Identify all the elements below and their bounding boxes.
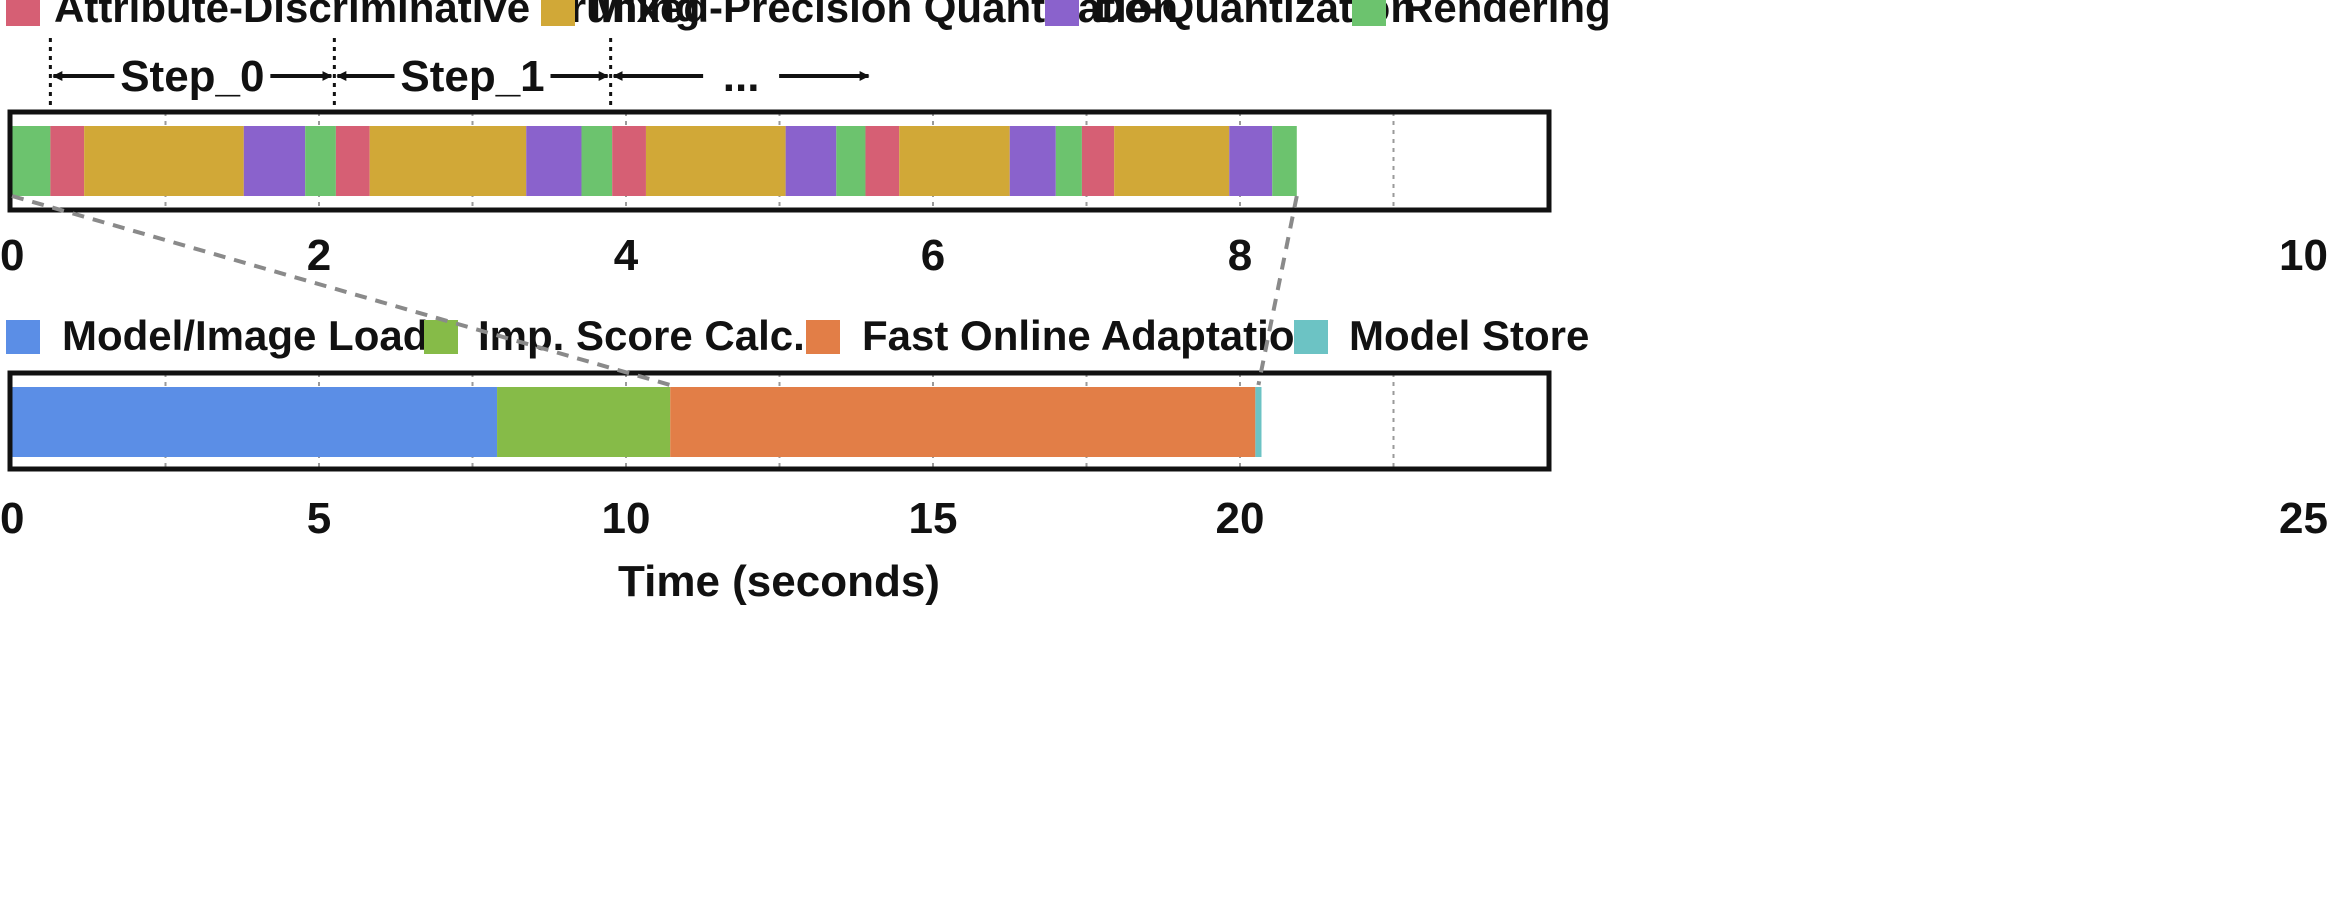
bottom-legend-label: Model/Image Load	[62, 312, 428, 359]
bottom-segment-bar	[670, 387, 1256, 457]
bottom-legend-swatch	[6, 320, 40, 354]
top-segment-bar	[1229, 126, 1273, 196]
top-legend-label: Rendering	[1403, 0, 1611, 31]
top-segment-bar	[243, 126, 306, 196]
top-tick-label: 10	[2279, 231, 2328, 280]
top-segment-bar	[785, 126, 837, 196]
top-segment-bar	[899, 126, 1010, 196]
step-label: Step_1	[400, 52, 544, 101]
zoom-connector-left	[11, 194, 671, 387]
top-segment-bar	[612, 126, 646, 196]
bottom-tick-label: 5	[307, 494, 331, 543]
top-segment-bar	[1081, 126, 1115, 196]
top-tick-label: 0	[0, 231, 24, 280]
top-segment-bar	[1055, 126, 1082, 196]
top-legend-swatch	[6, 0, 40, 26]
bottom-segment-bar	[1255, 387, 1262, 457]
top-segment-bar	[1114, 126, 1230, 196]
top-legend-swatch	[1352, 0, 1386, 26]
bottom-legend-swatch	[424, 320, 458, 354]
bottom-segment-bar	[12, 387, 498, 457]
bottom-tick-label: 15	[909, 494, 958, 543]
zoom-connector-right	[1256, 195, 1299, 386]
bottom-tick-label: 10	[602, 494, 651, 543]
bottom-plot-frame	[7, 370, 1552, 472]
top-segment-bar	[369, 126, 527, 196]
bottom-segment-bar	[497, 387, 671, 457]
step-label: ...	[723, 52, 760, 101]
top-segment-bar	[84, 126, 244, 196]
top-tick-label: 8	[1228, 231, 1252, 280]
top-segment-bar	[305, 126, 336, 196]
top-segment-bar	[50, 126, 85, 196]
step-label: Step_0	[120, 52, 264, 101]
bottom-legend-label: Fast Online Adaptation	[862, 312, 1320, 359]
bottom-tick-label: 20	[1216, 494, 1265, 543]
bottom-legend-label: Imp. Score Calc.	[478, 312, 805, 359]
top-plot-frame	[7, 109, 1552, 213]
top-legend-label: Mixed-Precision Quantization	[590, 0, 1178, 31]
top-segment-bar	[581, 126, 613, 196]
bottom-legend-swatch	[1294, 320, 1328, 354]
x-axis-title: Time (seconds)	[618, 557, 940, 606]
top-tick-label: 6	[921, 231, 945, 280]
top-legend-swatch	[541, 0, 575, 26]
top-legend-swatch	[1045, 0, 1079, 26]
top-segment-bar	[526, 126, 582, 196]
bottom-legend-label: Model Store	[1349, 312, 1589, 359]
bottom-tick-label: 0	[0, 494, 24, 543]
top-legend-label: Attribute-Discriminative Pruning	[54, 0, 700, 31]
top-segment-bar	[645, 126, 786, 196]
bottom-legend-swatch	[806, 320, 840, 354]
top-segment-bar	[12, 126, 51, 196]
top-tick-label: 2	[307, 231, 331, 280]
bottom-tick-label: 25	[2279, 494, 2328, 543]
top-segment-bar	[335, 126, 370, 196]
top-segment-bar	[1272, 126, 1297, 196]
top-segment-bar	[836, 126, 866, 196]
top-segment-bar	[1009, 126, 1056, 196]
top-segment-bar	[865, 126, 900, 196]
top-tick-label: 4	[614, 231, 639, 280]
